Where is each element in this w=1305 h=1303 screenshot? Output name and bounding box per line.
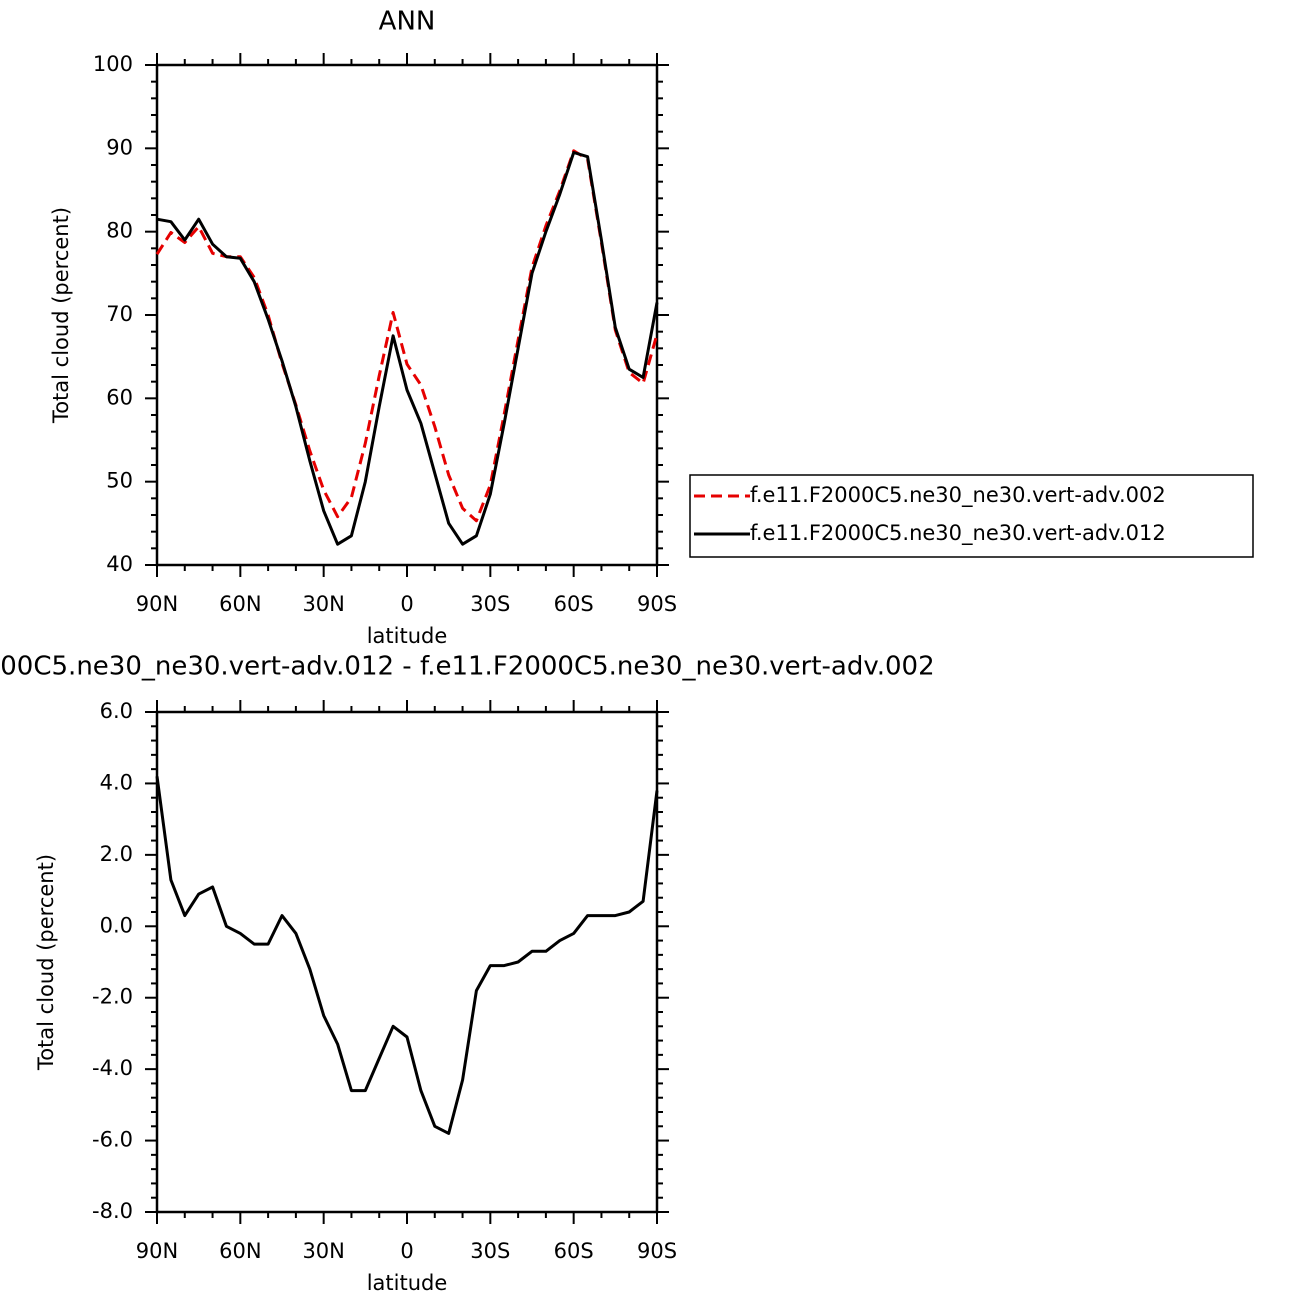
- y-tick-label: 70: [106, 302, 133, 326]
- x-tick-label: 90S: [637, 1239, 677, 1263]
- legend-box: [689, 474, 1254, 558]
- x-axis-label: latitude: [367, 1271, 448, 1295]
- y-tick-label: -4.0: [92, 1056, 133, 1080]
- x-tick-label: 60N: [219, 1239, 261, 1263]
- x-tick-label: 90S: [637, 592, 677, 616]
- data-line: [156, 151, 659, 546]
- y-tick-label: 90: [106, 135, 133, 159]
- data-line: [155, 149, 659, 523]
- x-tick-label: 30N: [302, 1239, 344, 1263]
- y-tick-label: 4.0: [100, 770, 133, 794]
- plot-frame: [155, 710, 659, 1214]
- x-tick-label: 30N: [302, 592, 344, 616]
- y-tick-label: 100: [93, 52, 133, 76]
- legend-label: f.e11.F2000C5.ne30_ne30.vert-adv.002: [750, 483, 1166, 508]
- y-tick-label: 0.0: [100, 913, 133, 937]
- x-tick-label: 90N: [136, 592, 178, 616]
- y-tick-label: 80: [106, 219, 133, 243]
- x-tick-label: 0: [400, 1239, 413, 1263]
- x-tick-label: 60S: [554, 1239, 594, 1263]
- x-tick-label: 60S: [554, 592, 594, 616]
- chart-title: f.e11.F2000C5.ne30_ne30.vert-adv.012 - f…: [0, 652, 935, 682]
- y-tick-label: -2.0: [92, 985, 133, 1009]
- x-tick-label: 60N: [219, 592, 261, 616]
- y-tick-label: 2.0: [100, 842, 133, 866]
- y-tick-label: -8.0: [92, 1199, 133, 1223]
- data-line: [155, 776, 659, 1135]
- y-tick-label: -6.0: [92, 1128, 133, 1152]
- y-tick-label: 50: [106, 469, 133, 493]
- chart-title: ANN: [379, 7, 436, 37]
- y-axis-label: Total cloud (percent): [34, 854, 58, 1071]
- x-tick-label: 90N: [136, 1239, 178, 1263]
- y-tick-label: 6.0: [100, 699, 133, 723]
- legend-label: f.e11.F2000C5.ne30_ne30.vert-adv.012: [750, 521, 1166, 546]
- plot-frame: [155, 63, 659, 567]
- y-tick-label: 60: [106, 385, 133, 409]
- y-axis-label: Total cloud (percent): [49, 207, 73, 424]
- x-axis-label: latitude: [367, 624, 448, 648]
- x-tick-label: 0: [400, 592, 413, 616]
- y-tick-label: 40: [106, 552, 133, 576]
- x-tick-label: 30S: [470, 592, 510, 616]
- x-tick-label: 30S: [470, 1239, 510, 1263]
